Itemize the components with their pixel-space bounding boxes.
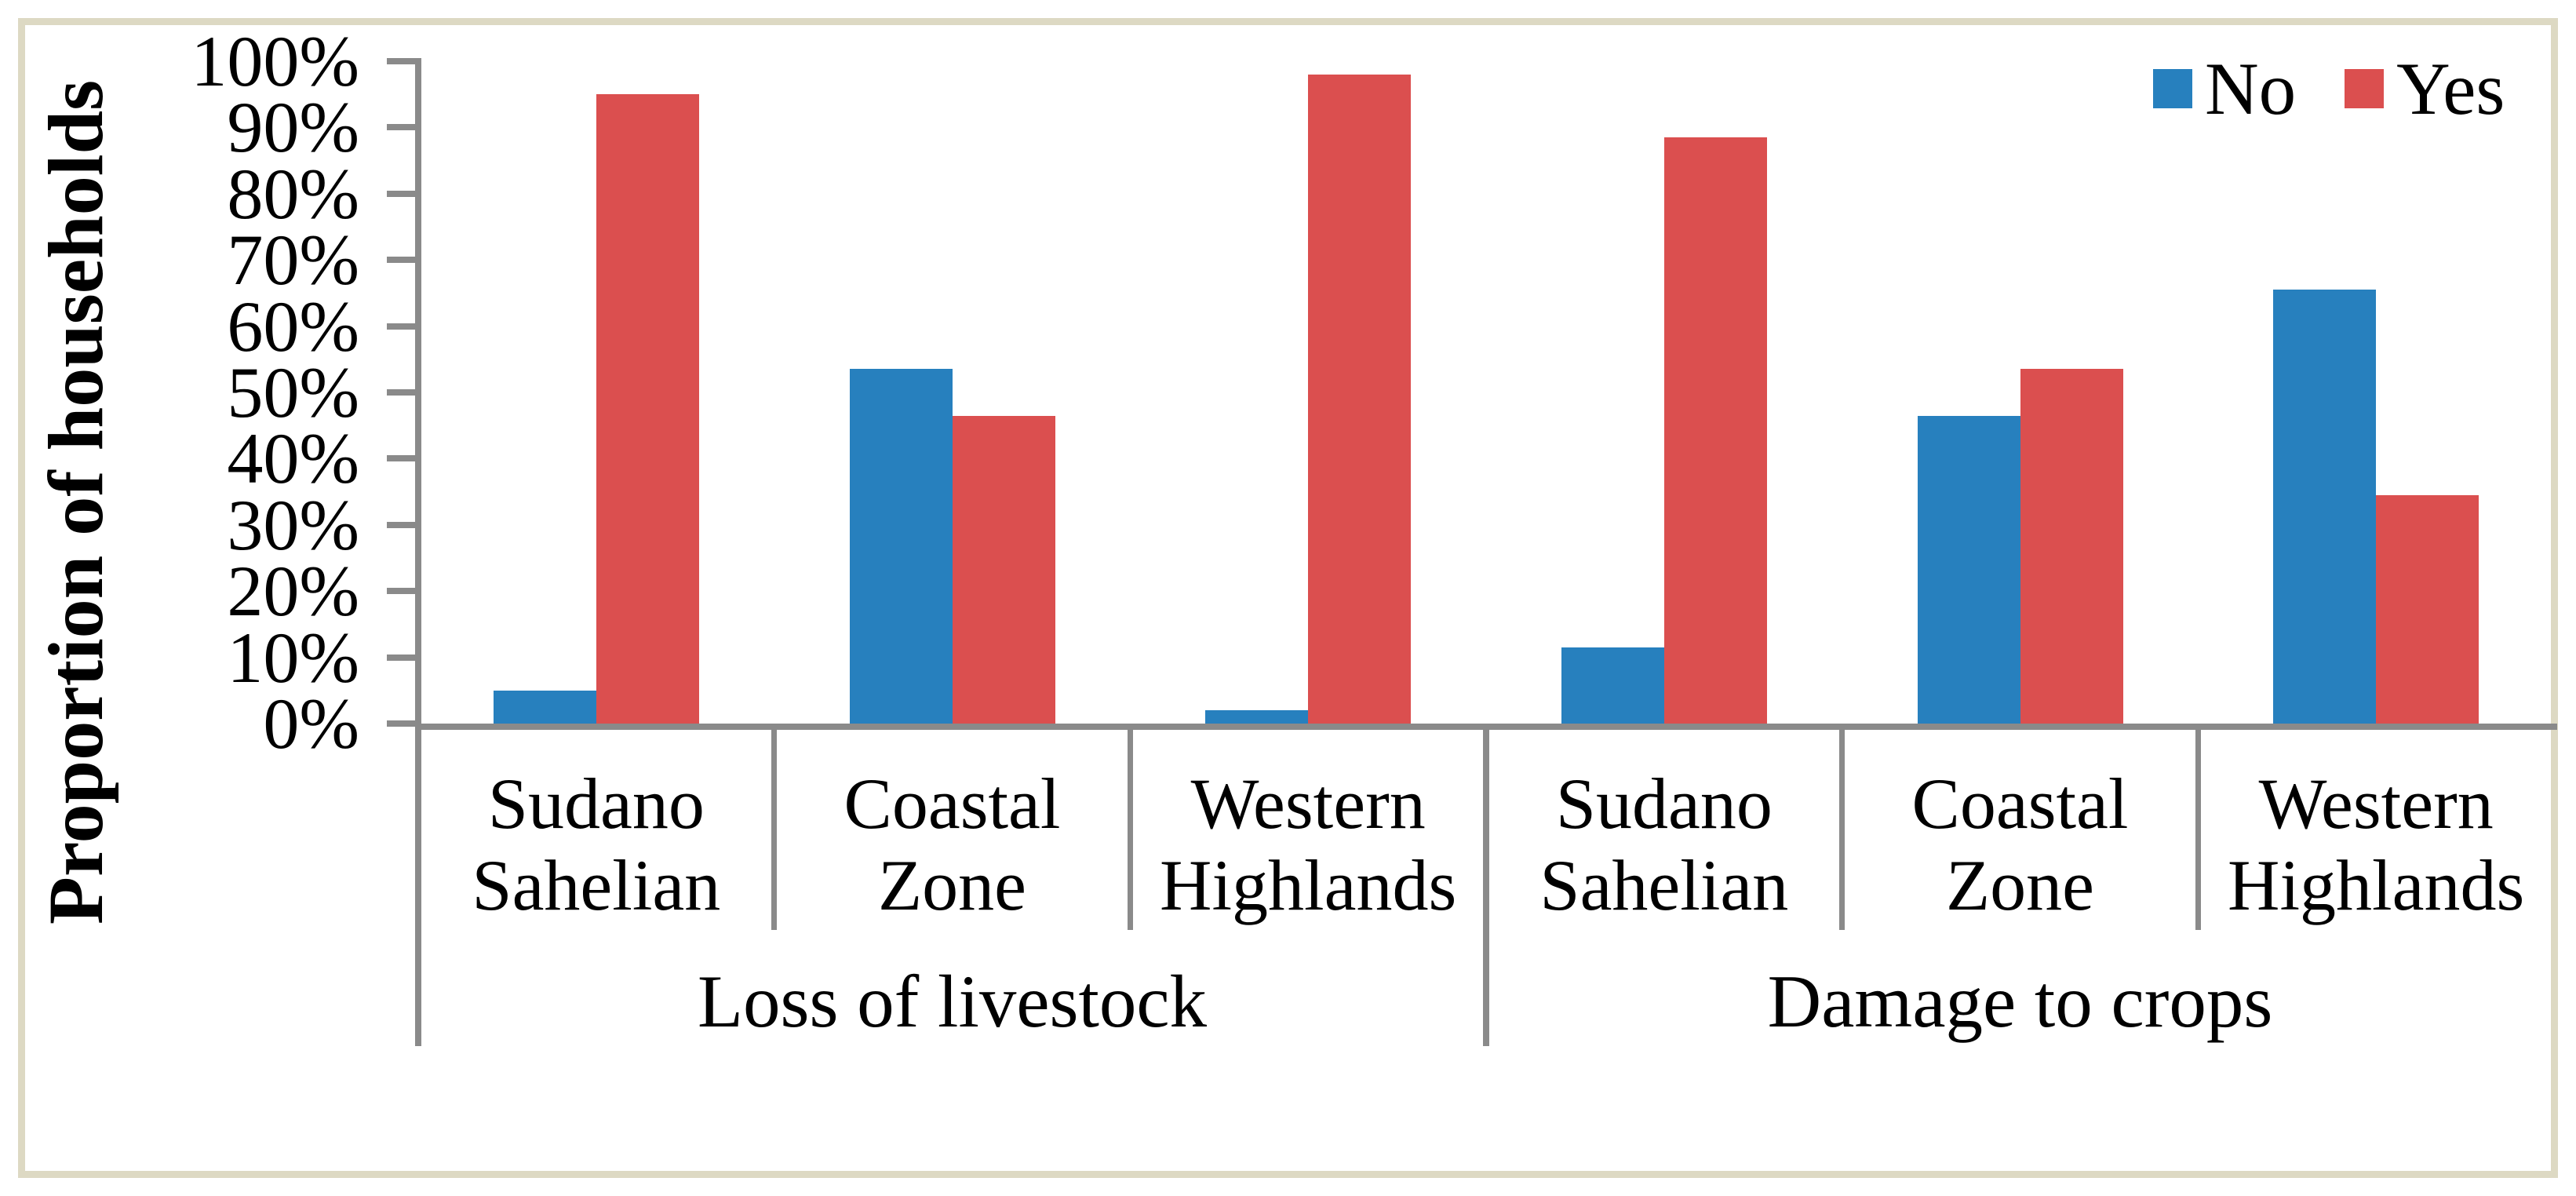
x-axis-line: [415, 724, 2557, 730]
x-category-label: Coastal Zone: [1911, 764, 2129, 925]
bar-no-4: [1561, 647, 1664, 724]
y-axis-tick: [387, 720, 415, 727]
bar-yes-2: [952, 415, 1055, 724]
y-tick-label: 80%: [227, 153, 359, 234]
x-category-label: Western Highlands: [1160, 764, 1457, 925]
group-separator: [415, 730, 421, 1046]
bar-no-2: [849, 369, 953, 724]
y-axis-tick: [387, 654, 415, 661]
y-tick-label: 50%: [227, 352, 359, 432]
legend-swatch-no: [2153, 69, 2192, 108]
y-tick-label: 10%: [227, 617, 359, 698]
bar-no-6: [2273, 290, 2377, 724]
category-separator: [771, 730, 778, 930]
legend-label-yes: Yes: [2396, 47, 2505, 130]
y-tick-label: 30%: [227, 484, 359, 565]
bar-yes-1: [596, 94, 699, 724]
y-axis-tick: [387, 455, 415, 462]
bar-yes-6: [2376, 494, 2479, 724]
y-tick-label: 100%: [191, 21, 359, 101]
x-category-label: Western Highlands: [2228, 764, 2525, 925]
bar-no-1: [493, 690, 596, 724]
x-category-label: Sudano Sahelian: [472, 764, 721, 925]
y-axis-tick: [387, 588, 415, 595]
legend-swatch-yes: [2345, 69, 2385, 108]
figure-border: [18, 18, 2558, 1178]
y-tick-label: 70%: [227, 220, 359, 301]
bar-no-5: [1917, 415, 2020, 724]
y-tick-label: 60%: [227, 286, 359, 366]
bar-yes-4: [1663, 137, 1767, 724]
group-label-loss-of-livestock: Loss of livestock: [697, 960, 1208, 1043]
bar-yes-3: [1308, 74, 1412, 724]
legend: No Yes: [2153, 46, 2505, 132]
y-axis-line: [415, 58, 421, 730]
y-axis-tick: [387, 323, 415, 330]
group-label-damage-to-crops: Damage to crops: [1767, 960, 2273, 1043]
bar-no-3: [1205, 710, 1309, 724]
y-axis-tick: [387, 190, 415, 197]
y-tick-label: 90%: [227, 87, 359, 168]
y-tick-label: 40%: [227, 418, 359, 499]
x-category-label: Coastal Zone: [843, 764, 1061, 925]
y-tick-label: 0%: [263, 684, 359, 764]
y-axis-tick: [387, 58, 415, 64]
category-separator: [2195, 730, 2201, 930]
category-separator: [1839, 730, 1845, 930]
legend-label-no: No: [2205, 47, 2297, 130]
category-separator: [1127, 730, 1133, 930]
y-axis-tick: [387, 389, 415, 396]
y-tick-label: 20%: [227, 551, 359, 632]
y-axis-tick: [387, 124, 415, 131]
y-axis-tick: [387, 521, 415, 528]
group-separator: [1483, 730, 1489, 1046]
x-category-label: Sudano Sahelian: [1539, 764, 1789, 925]
bar-yes-5: [2020, 369, 2123, 724]
y-axis-tick: [387, 257, 415, 264]
